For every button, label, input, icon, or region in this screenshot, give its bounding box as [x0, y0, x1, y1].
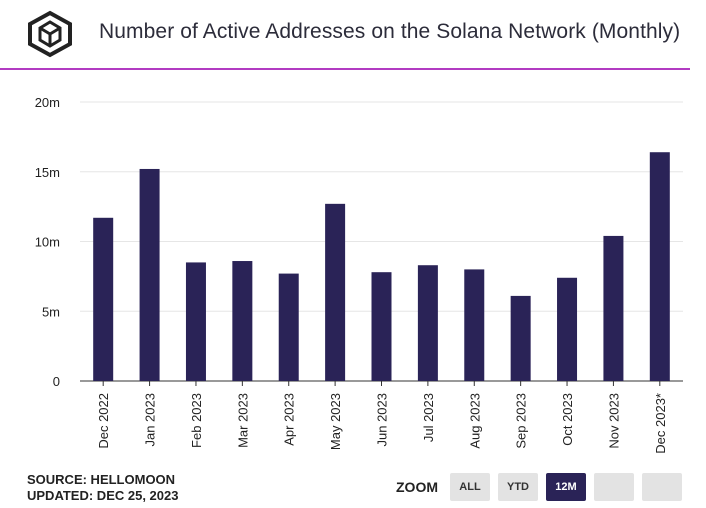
- bar: [278, 273, 299, 381]
- bar: [649, 152, 670, 381]
- bar: [185, 262, 206, 381]
- x-tick-label: Sep 2023: [514, 393, 529, 449]
- bar: [325, 203, 346, 381]
- x-tick-label: Nov 2023: [606, 393, 621, 449]
- bar: [603, 235, 624, 381]
- zoom-extra-button-2[interactable]: [642, 473, 682, 501]
- bar: [232, 261, 253, 381]
- y-tick-label: 0: [53, 374, 60, 389]
- x-tick-label: Jun 2023: [375, 393, 390, 447]
- zoom-12m-button[interactable]: 12M: [546, 473, 586, 501]
- y-tick-label: 10m: [35, 235, 60, 250]
- bar: [417, 265, 438, 381]
- x-tick-label: Jul 2023: [421, 393, 436, 442]
- x-tick-label: Feb 2023: [189, 393, 204, 448]
- bar: [139, 168, 160, 381]
- chart-header: Number of Active Addresses on the Solana…: [0, 0, 706, 70]
- x-tick-label: Mar 2023: [235, 393, 250, 448]
- bar: [557, 277, 578, 381]
- bar: [464, 269, 485, 381]
- x-tick-label: Jan 2023: [143, 393, 158, 447]
- zoom-ytd-button[interactable]: YTD: [498, 473, 538, 501]
- zoom-extra-button-1[interactable]: [594, 473, 634, 501]
- y-tick-label: 5m: [42, 304, 60, 319]
- x-tick-label: Oct 2023: [560, 393, 575, 446]
- x-tick-label: May 2023: [328, 393, 343, 450]
- bar: [93, 217, 114, 381]
- bar-chart: 0 5m 10m 15m 20m Dec 2022 Jan 2023 Feb 2023 Mar …: [35, 95, 683, 454]
- x-tick-label: Dec 2022: [96, 393, 111, 449]
- x-tick-label: Apr 2023: [282, 393, 297, 446]
- chart-footer: SOURCE: HELLOMOON UPDATED: DEC 25, 2023: [27, 472, 178, 504]
- zoom-label: ZOOM: [396, 479, 438, 495]
- cube-logo-icon: [28, 10, 72, 58]
- bar: [371, 272, 392, 381]
- y-tick-label: 20m: [35, 95, 60, 110]
- source-text: SOURCE: HELLOMOON: [27, 472, 176, 487]
- bar: [510, 295, 531, 381]
- updated-text: UPDATED: DEC 25, 2023: [27, 488, 179, 503]
- x-tick-label: Dec 2023*: [653, 393, 668, 454]
- x-tick-label: Aug 2023: [467, 393, 482, 449]
- y-tick-label: 15m: [35, 165, 60, 180]
- title-divider: [0, 68, 690, 70]
- chart-title: Number of Active Addresses on the Solana…: [99, 20, 681, 43]
- zoom-all-button[interactable]: ALL: [450, 473, 490, 501]
